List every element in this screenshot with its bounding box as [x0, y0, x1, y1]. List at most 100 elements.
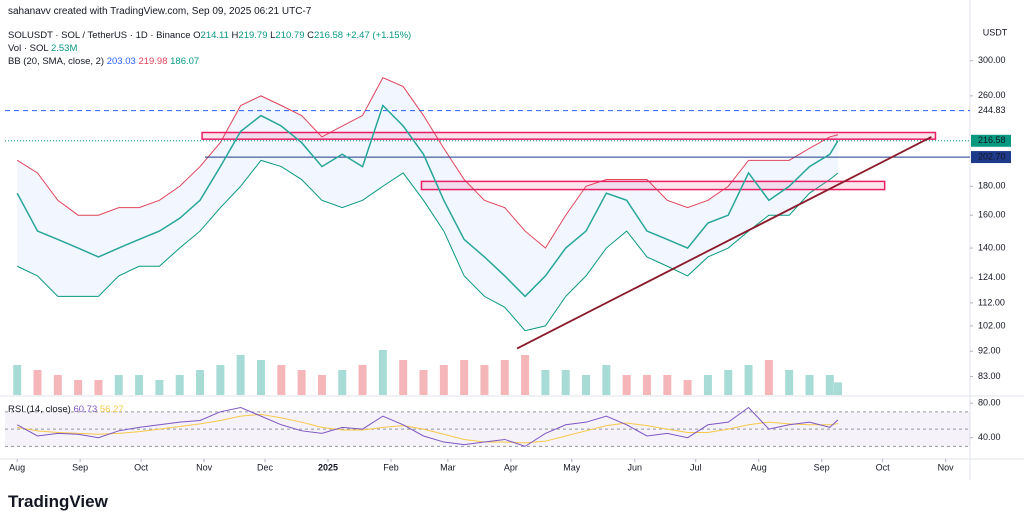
volume-bar: [317, 375, 326, 395]
price-tag-label: 244.83: [978, 105, 1006, 115]
volume-bar: [196, 370, 205, 395]
volume-bar: [833, 382, 842, 395]
volume-bar: [500, 360, 509, 395]
y-unit: USDT: [983, 27, 1008, 37]
volume-legend: Vol · SOL 2.53M: [8, 43, 77, 54]
volume-bar: [642, 375, 651, 395]
volume-bar: [480, 365, 489, 395]
volume-bar: [378, 350, 387, 395]
rsi-tick-label: 40.00: [978, 432, 1001, 442]
x-tick-label: 2025: [318, 462, 338, 472]
bb-upper: 219.98: [138, 56, 168, 67]
volume-bar: [277, 365, 286, 395]
y-tick-label: 112.00: [978, 297, 1005, 307]
y-tick-label: 140.00: [978, 242, 1006, 252]
y-tick-label: 124.00: [978, 272, 1006, 282]
volume-bar: [135, 375, 144, 395]
volume-bar: [13, 365, 22, 395]
price-tag: [971, 134, 1011, 147]
x-tick-label: Aug: [9, 462, 25, 472]
y-tick-label: 260.00: [978, 90, 1006, 100]
volume-bar: [703, 375, 712, 395]
volume-bar: [175, 375, 184, 395]
rsi-tick-label: 80.00: [978, 398, 1001, 408]
y-tick-label: 180.00: [978, 181, 1006, 191]
volume-bar: [94, 380, 103, 395]
y-tick-label: 92.00: [978, 346, 1001, 356]
ohlc-l-value: 210.79: [275, 30, 305, 41]
volume-bar: [622, 375, 631, 395]
volume-bar: [399, 360, 408, 395]
volume-bar: [683, 380, 692, 395]
ohlc-o-value: 214.11: [200, 30, 229, 41]
zone: [420, 180, 886, 191]
price-tag-label: 216.58: [978, 135, 1006, 145]
x-tick-label: Nov: [196, 462, 213, 472]
rsi-label: RSI (14, close): [8, 404, 71, 415]
ohlc-h-value: 219.79: [238, 30, 268, 41]
volume-bar: [216, 365, 225, 395]
symbol-legend: SOLUSDT · SOL / TetherUS · 1D · Binance …: [8, 30, 411, 41]
x-tick-label: Apr: [504, 462, 518, 472]
volume-bar: [439, 365, 448, 395]
price-line: [16, 104, 839, 298]
x-tick-label: Oct: [876, 462, 891, 472]
volume-bar: [53, 375, 62, 395]
volume-bar: [236, 355, 245, 395]
rsi-value: 60.73: [73, 404, 98, 415]
volume-bar: [521, 355, 530, 395]
rsi-ma-line: [17, 413, 839, 444]
x-tick-label: Aug: [751, 462, 767, 472]
x-tick-label: Sep: [72, 462, 88, 472]
volume-bar: [33, 370, 42, 395]
volume-bar: [338, 370, 347, 395]
volume-bar: [724, 370, 733, 395]
bb-fill: [17, 77, 838, 331]
x-tick-label: Feb: [383, 462, 399, 472]
volume-bar: [114, 375, 123, 395]
bb-lower-line: [16, 159, 839, 332]
price-tag: [971, 151, 1011, 164]
logo: TradingView: [8, 492, 108, 511]
bb-basis: 203.03: [106, 56, 136, 67]
y-tick-label: 102.00: [978, 320, 1006, 330]
volume-bar: [744, 365, 753, 395]
volume-bar: [541, 370, 550, 395]
volume-bar: [74, 380, 83, 395]
volume-bar: [155, 380, 164, 395]
zone: [201, 131, 937, 140]
ohlc-c: C: [307, 30, 314, 41]
x-tick-label: Dec: [257, 462, 274, 472]
symbol: SOLUSDT · SOL / TetherUS · 1D · Binance: [8, 30, 191, 41]
bb-legend: BB (20, SMA, close, 2) 203.03 219.98 186…: [8, 56, 199, 67]
x-tick-label: Sep: [814, 462, 830, 472]
volume-bar: [764, 360, 773, 395]
bb-label: BB (20, SMA, close, 2): [8, 56, 105, 67]
volume-bar: [460, 360, 469, 395]
x-tick-label: Oct: [134, 462, 149, 472]
volume-value: 2.53M: [50, 43, 78, 54]
ohlc-h: H: [231, 30, 239, 41]
ohlc-c-value: 216.58: [314, 30, 344, 41]
y-tick-label: 300.00: [978, 55, 1006, 65]
volume-bar: [825, 375, 834, 395]
y-tick-label: 160.00: [978, 210, 1006, 220]
rsi-legend: RSI (14, close) 60.73 56.27: [8, 404, 124, 415]
bb-lower: 186.07: [170, 56, 200, 67]
volume-bar: [358, 365, 367, 395]
x-tick-label: Jun: [628, 462, 643, 472]
volume-bar: [582, 375, 591, 395]
y-tick-label: 83.00: [978, 371, 1001, 381]
ohlc-o: O: [193, 30, 201, 41]
rsi-ma-value: 56.27: [99, 404, 124, 415]
x-tick-label: Nov: [938, 462, 955, 472]
volume-bar: [785, 370, 794, 395]
x-tick-label: May: [563, 462, 581, 472]
volume-bar: [256, 360, 265, 395]
x-tick-label: Mar: [440, 462, 456, 472]
change: +2.47 (+1.15%): [345, 30, 412, 41]
credit: sahanavv created with TradingView.com, S…: [8, 6, 312, 17]
volume-bar: [419, 370, 428, 395]
